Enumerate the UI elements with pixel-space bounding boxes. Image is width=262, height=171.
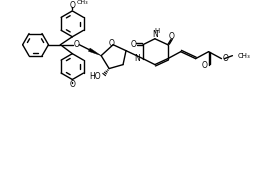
Text: O: O [73, 40, 79, 49]
Text: N: N [152, 30, 158, 39]
Text: CH₃: CH₃ [76, 1, 88, 5]
Text: H: H [154, 28, 160, 34]
Text: O: O [202, 61, 208, 70]
Text: O: O [169, 32, 175, 41]
Text: HO: HO [90, 72, 101, 81]
Text: O: O [222, 54, 228, 63]
Text: O: O [69, 80, 75, 89]
Text: O: O [108, 39, 114, 48]
Text: N: N [134, 54, 140, 63]
Text: O: O [69, 1, 75, 10]
Text: CH₃: CH₃ [237, 53, 250, 59]
Text: O: O [131, 40, 137, 49]
Polygon shape [89, 48, 101, 56]
